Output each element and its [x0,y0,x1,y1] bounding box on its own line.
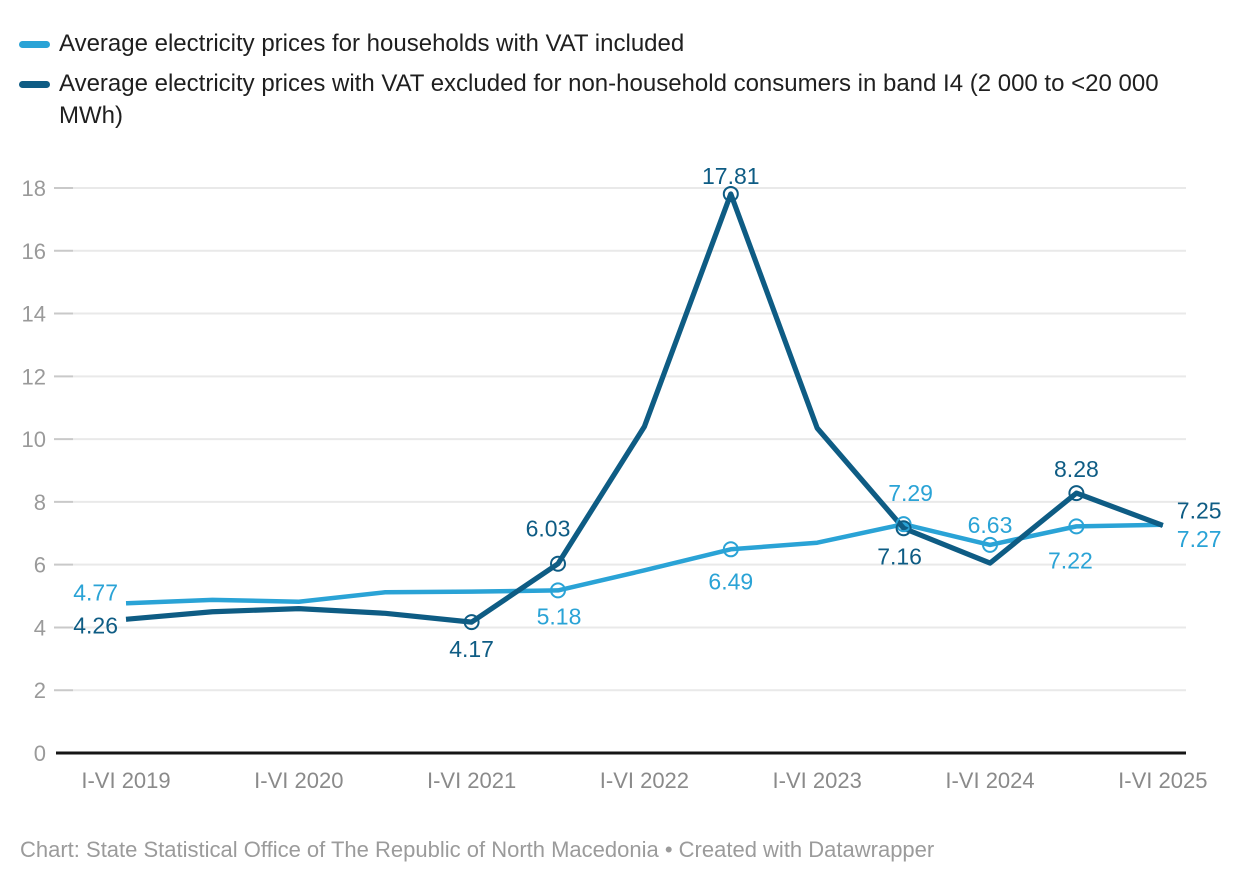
legend-swatch-non-households-icon [19,81,50,88]
data-point-marker-1 [463,614,480,631]
data-point-marker-0 [1068,518,1085,535]
data-point-label-1: 17.81 [702,163,760,189]
x-axis-tick-label: I-VI 2023 [773,768,862,793]
y-axis-tick-label: 8 [34,490,46,515]
data-point-marker-0 [722,541,739,558]
x-axis-tick-label: I-VI 2021 [427,768,516,793]
data-point-marker-0 [982,536,998,553]
y-axis-tick-label: 12 [22,364,46,389]
data-point-label-1: 8.28 [1054,456,1099,482]
data-point-marker-1 [895,520,912,537]
y-axis-tick-label: 4 [34,615,46,640]
data-point-label-1: 4.26 [73,612,118,638]
x-axis-tick-label: I-VI 2024 [945,768,1034,793]
data-point-label-0: 6.49 [708,568,753,594]
data-point-label-0: 7.29 [888,480,933,506]
data-point-label-1: 7.16 [877,543,922,569]
line-chart: 0 2 4 6 8 10 12 14 16 18 I-VI 2019 I-VI 2020 I-VI 20… [22,163,1222,793]
data-point-marker-1 [550,555,566,572]
chart-footer: Chart: State Statistical Office of The R… [20,837,935,862]
legend-swatch-households-icon [19,41,50,48]
data-point-marker-1 [722,185,739,202]
data-point-label-0: 7.22 [1048,547,1093,573]
data-point-label-1: 7.25 [1177,497,1222,523]
x-axis-tick-label: I-VI 2019 [81,768,170,793]
data-point-label-0: 7.27 [1177,526,1222,552]
data-point-label-0: 6.63 [968,512,1013,538]
y-axis-tick-label: 14 [22,302,46,327]
legend-item-non-households: Average electricity prices with VAT excl… [19,68,1229,132]
legend-item-households: Average electricity prices for household… [19,28,684,60]
data-point-label-1: 4.17 [449,636,494,662]
data-point-marker-0 [550,582,566,599]
y-axis-tick-label: 0 [34,741,46,766]
y-axis-tick-label: 16 [22,239,46,264]
data-point-label-0: 4.77 [73,579,118,605]
y-axis-tick-label: 6 [34,553,46,578]
y-axis-tick-label: 10 [22,427,46,452]
series-line-0 [125,521,1163,606]
x-axis-tick-label: I-VI 2020 [254,768,343,793]
data-point-marker-0 [895,516,912,533]
y-axis-tick-label: 18 [22,176,46,201]
data-point-label-0: 5.18 [537,603,582,629]
data-point-label-1: 6.03 [526,516,571,542]
x-axis-tick-label: I-VI 2022 [600,768,689,793]
x-axis-tick-label: I-VI 2025 [1118,768,1207,793]
series-line-1 [125,191,1164,625]
data-point-marker-1 [1068,485,1085,502]
y-axis-tick-label: 2 [34,678,46,703]
legend-label-households: Average electricity prices for household… [59,30,685,57]
legend-label-non-households: Average electricity prices with VAT excl… [59,70,1159,129]
